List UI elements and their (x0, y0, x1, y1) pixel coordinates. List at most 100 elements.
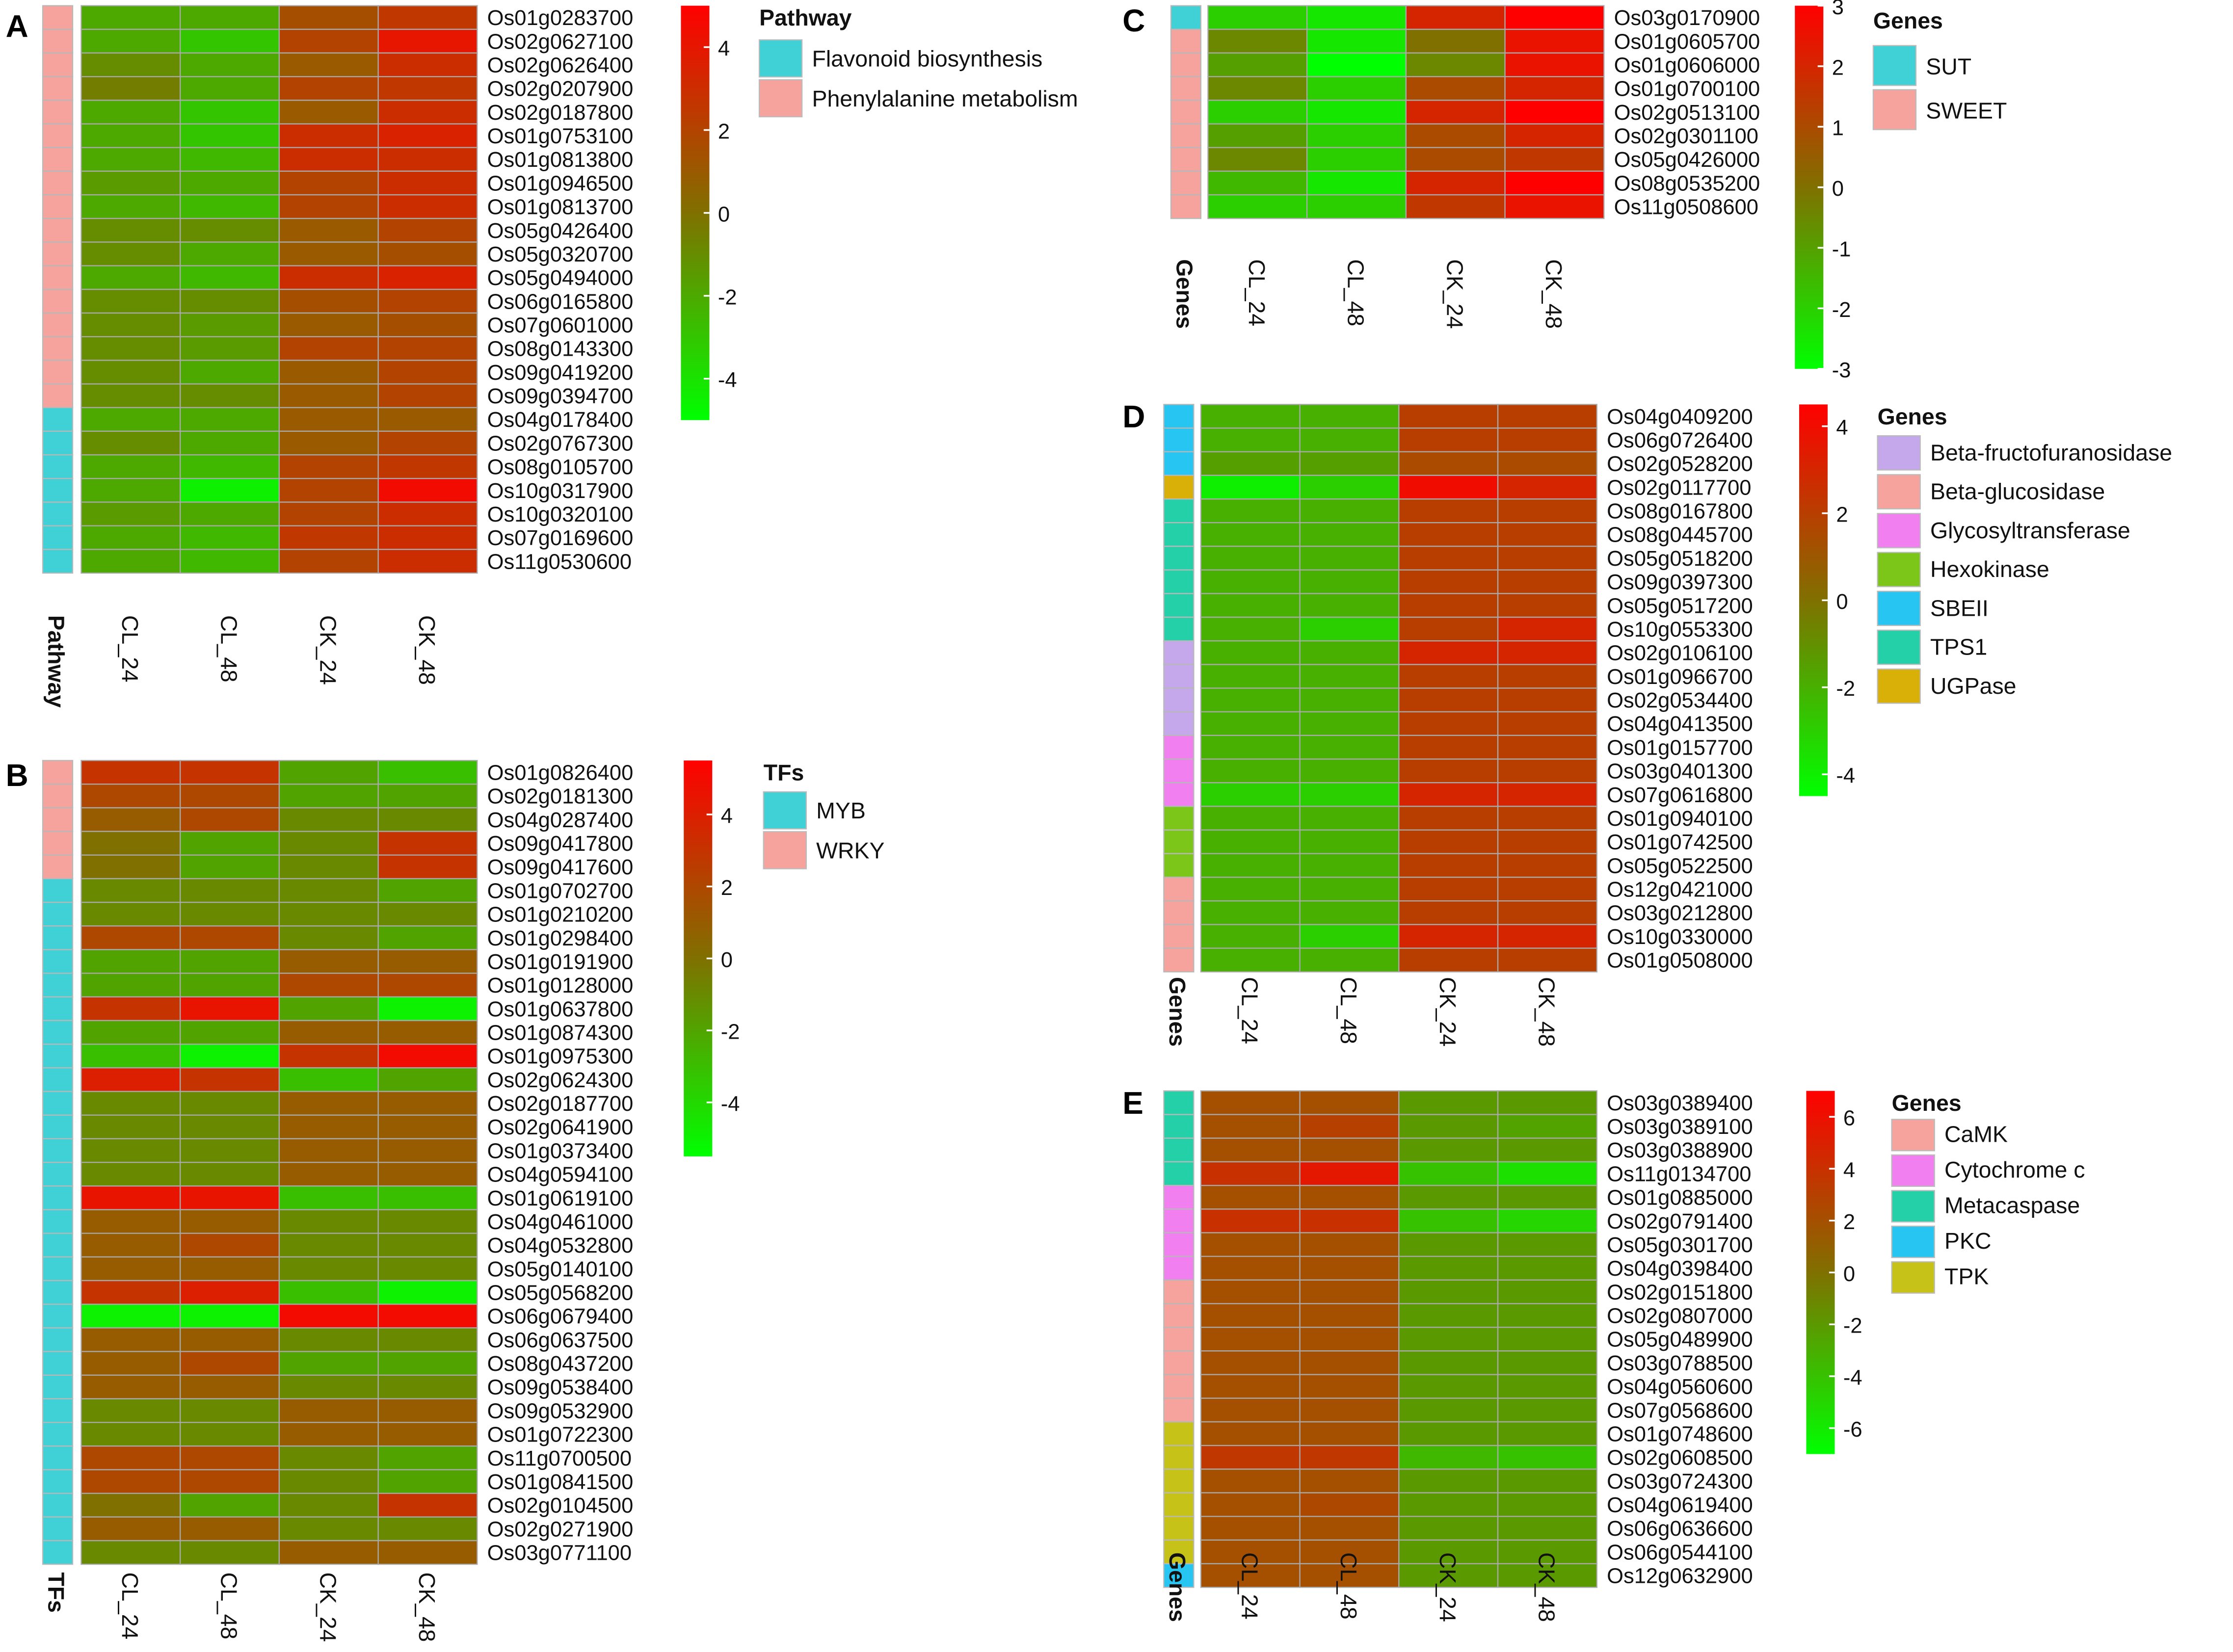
heatmap-cell (80, 1516, 181, 1542)
annotation-cell (42, 360, 74, 385)
heatmap-cell (1200, 1444, 1301, 1470)
annotation-cell (42, 901, 74, 927)
row-label: Os05g0320700 (487, 243, 634, 266)
heatmap-cell (1497, 687, 1597, 712)
legend-swatch (763, 831, 807, 869)
color-scale-tick-label: 0 (721, 948, 733, 972)
heatmap-cell (180, 831, 280, 856)
annotation-cell (1163, 451, 1195, 476)
legend-title: Genes (1873, 8, 1943, 33)
heatmap-cell (180, 1185, 280, 1210)
heatmap-cell (1398, 1539, 1499, 1565)
row-label: Os03g0788500 (1607, 1352, 1753, 1375)
heatmap-cell (1299, 900, 1400, 925)
annotation-cell (42, 52, 74, 78)
row-label: Os02g0791400 (1607, 1210, 1753, 1233)
heatmap-cell (1200, 947, 1301, 972)
heatmap-cell (1398, 451, 1499, 476)
heatmap-cell (1299, 711, 1400, 736)
row-label: Os01g0742500 (1607, 831, 1753, 854)
column-label: CL_48 (1343, 259, 1369, 326)
heatmap-cell (1207, 28, 1308, 54)
heatmap-cell (278, 972, 379, 997)
heatmap-cell (377, 407, 478, 432)
heatmap-cell (1398, 474, 1499, 500)
heatmap-cell (377, 52, 478, 78)
annotation-cell (1163, 1397, 1195, 1423)
color-scale-tick-label: 2 (1843, 1210, 1855, 1234)
annotation-cell (1163, 640, 1195, 665)
heatmap-cell (1200, 1468, 1301, 1494)
heatmap-cell (1497, 1137, 1597, 1163)
heatmap-cell (1497, 1563, 1597, 1588)
heatmap-cell (377, 194, 478, 219)
heatmap-cell (180, 784, 280, 809)
heatmap-cell (1299, 782, 1400, 807)
panel-c: C Genes Os03g0170900Os01g0605700Os01g06060… (1122, 0, 2007, 382)
heatmap-cell (1299, 1374, 1400, 1399)
heatmap-cell (377, 360, 478, 385)
color-scale-tick-label: 2 (1836, 503, 1848, 526)
annotation-cell (42, 265, 74, 290)
color-scale-tick-label: -1 (1832, 237, 1851, 261)
heatmap-cell (1299, 806, 1400, 831)
heatmap-cell (1398, 640, 1499, 665)
heatmap-cell (1497, 1327, 1597, 1352)
panel-a: A Pathway Os01g0283700Os02g0627100Os02g062… (6, 5, 1078, 708)
heatmap-cell (80, 194, 181, 219)
heatmap-cell (180, 360, 280, 385)
heatmap-cell (1497, 876, 1597, 902)
heatmap-cell (1299, 427, 1400, 452)
row-label: Os02g0271900 (487, 1518, 634, 1541)
row-label: Os06g0637500 (487, 1329, 634, 1352)
heatmap-cell (180, 1398, 280, 1423)
heatmap-cell (1299, 404, 1400, 429)
row-label: Os08g0437200 (487, 1352, 634, 1376)
heatmap-cell (1497, 1279, 1597, 1305)
heatmap-cell (180, 1232, 280, 1258)
heatmap-cell (377, 218, 478, 243)
heatmap-cell (1398, 687, 1499, 712)
heatmap-cell (80, 549, 181, 574)
heatmap-cell (1405, 147, 1506, 172)
heatmap-cell (80, 1232, 181, 1258)
heatmap-cell (1504, 123, 1605, 148)
heatmap-cell (1398, 782, 1499, 807)
annotation-cell (42, 1280, 74, 1305)
heatmap-cell (1207, 170, 1308, 196)
heatmap-cell (1200, 711, 1301, 736)
row-label: Os05g0140100 (487, 1258, 634, 1281)
row-label: Os04g0413500 (1607, 712, 1753, 736)
heatmap-cell (377, 525, 478, 550)
heatmap-cell (377, 28, 478, 54)
legend-label: Flavonoid biosynthesis (812, 46, 1042, 72)
legend-label: MYB (816, 798, 866, 823)
heatmap-cell (1497, 924, 1597, 949)
heatmap-cell (1398, 1161, 1499, 1186)
heatmap-cell (1200, 1350, 1301, 1375)
heatmap-cell (1497, 522, 1597, 547)
heatmap-cell (1398, 593, 1499, 618)
color-scale: 4 2 0 -2 -4 (681, 5, 737, 420)
annotation-label: Genes (1165, 1552, 1190, 1622)
heatmap-cell (377, 1044, 478, 1069)
heatmap-cell (278, 1516, 379, 1542)
heatmap-cell (1299, 1161, 1400, 1186)
heatmap-cell (377, 430, 478, 456)
heatmap-cell (1299, 474, 1400, 500)
heatmap-cell (1398, 1374, 1499, 1399)
annotation-cell (42, 194, 74, 219)
annotation-cell (1163, 1421, 1195, 1446)
heatmap-cell (278, 1445, 379, 1470)
heatmap-cell (1497, 1397, 1597, 1423)
heatmap-cell (1200, 1161, 1301, 1186)
row-label: Os03g0212800 (1607, 902, 1753, 925)
row-label: Os08g0445700 (1607, 524, 1753, 547)
annotation-cell (1163, 1208, 1195, 1233)
annotation-label: Genes (1165, 977, 1190, 1047)
heatmap-cell (377, 854, 478, 880)
row-label: Os10g0330000 (1607, 925, 1753, 949)
heatmap-cell (80, 383, 181, 408)
heatmap-cell (80, 5, 181, 30)
legend-title: Genes (1892, 1090, 1962, 1116)
